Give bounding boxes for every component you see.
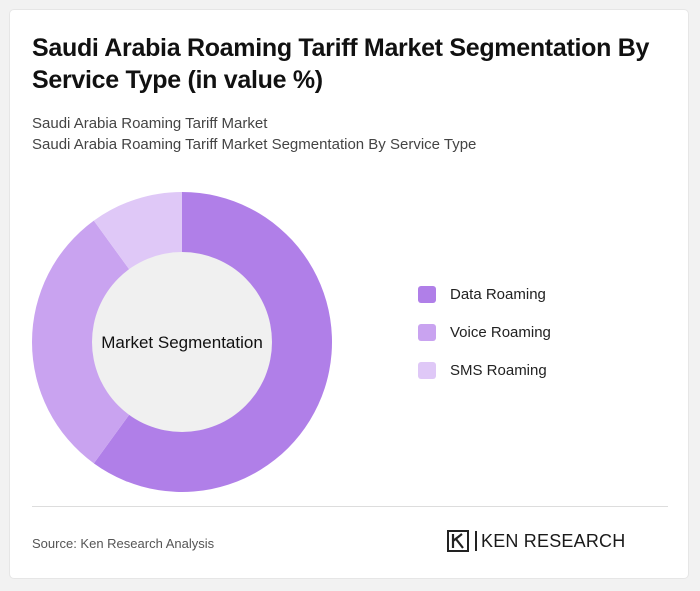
logo-separator — [475, 531, 477, 551]
legend-label-data-roaming: Data Roaming — [450, 285, 546, 303]
legend-item-sms-roaming: SMS Roaming — [418, 360, 551, 380]
chart-subtitle-segmentation: Saudi Arabia Roaming Tariff Market Segme… — [32, 136, 477, 153]
chart-legend: Data Roaming Voice Roaming SMS Roaming — [418, 284, 551, 398]
donut-center — [92, 252, 272, 432]
legend-swatch-voice-roaming — [418, 323, 436, 341]
source-note: Source: Ken Research Analysis — [32, 536, 215, 551]
logo-wordmark: KEN RESEARCH — [481, 530, 626, 551]
ken-research-logo-icon — [447, 530, 469, 552]
footer-divider — [32, 506, 668, 507]
legend-label-voice-roaming: Voice Roaming — [450, 323, 551, 341]
legend-item-data-roaming: Data Roaming — [418, 284, 551, 304]
legend-swatch-data-roaming — [418, 285, 436, 303]
legend-item-voice-roaming: Voice Roaming — [418, 322, 551, 342]
legend-swatch-sms-roaming — [418, 361, 436, 379]
chart-title: Saudi Arabia Roaming Tariff Market Segme… — [32, 34, 650, 94]
chart-card: Saudi Arabia Roaming Tariff Market Segme… — [10, 10, 688, 578]
donut-center-label: Market Segmentation — [101, 333, 263, 352]
donut-chart: Market Segmentation — [32, 192, 332, 492]
legend-label-sms-roaming: SMS Roaming — [450, 361, 547, 379]
chart-subtitle-market: Saudi Arabia Roaming Tariff Market — [32, 115, 268, 132]
ken-research-logo: KEN RESEARCH — [447, 530, 625, 552]
